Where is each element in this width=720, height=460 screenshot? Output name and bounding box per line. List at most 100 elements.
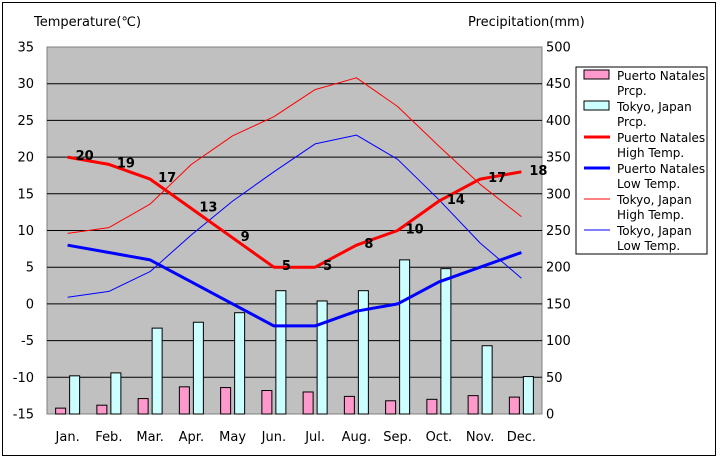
bar-puerto-natales-prcp (302, 391, 314, 415)
bar-puerto-natales-prcp (426, 398, 438, 415)
right-tick-label: 250 (546, 224, 571, 239)
bar-tokyo-prcp (316, 300, 328, 415)
right-tick-label: 350 (546, 151, 571, 166)
bar-puerto-natales-prcp (508, 396, 520, 415)
right-tick-label: 300 (546, 187, 571, 202)
line-puerto-natales-low (67, 243, 522, 328)
axis-ticks: -15 0 -10 50 -5 100 0 150 5 200 10 250 15 300 20 350 25 4… (13, 41, 571, 446)
data-label: 14 (447, 193, 465, 208)
bar-tokyo-prcp (481, 345, 493, 415)
right-tick-label: 500 (546, 41, 571, 56)
x-tick-label: Jan. (55, 430, 80, 445)
x-tick-label: Aug. (342, 430, 372, 445)
data-label: 10 (406, 223, 424, 238)
line-series (67, 77, 522, 328)
x-tick-label: Nov. (466, 430, 495, 445)
left-tick-label: 5 (26, 261, 34, 276)
right-tick-label: 200 (546, 261, 571, 276)
bar-tokyo-prcp (151, 327, 163, 415)
legend-label: Prcp. (617, 115, 647, 129)
left-tick-label: 20 (17, 151, 34, 166)
data-label: 5 (282, 259, 291, 274)
data-label: 17 (158, 171, 176, 186)
left-tick-label: 30 (17, 77, 34, 92)
right-tick-label: 100 (546, 334, 571, 349)
left-tick-label: 10 (17, 224, 34, 239)
bar-tokyo-prcp (69, 375, 81, 415)
bar-tokyo-prcp (275, 290, 287, 415)
bar-puerto-natales-prcp (96, 404, 108, 415)
bar-puerto-natales-prcp (220, 387, 232, 415)
line-puerto-natales-high (67, 155, 522, 269)
data-label: 18 (529, 164, 547, 179)
data-label: 20 (76, 149, 94, 164)
bar-tokyo-prcp (440, 268, 452, 415)
bar-tokyo-prcp (110, 372, 122, 415)
right-tick-label: 50 (546, 371, 563, 386)
line-tokyo-high (67, 77, 522, 234)
right-tick-label: 0 (546, 408, 554, 423)
gridlines (47, 83, 542, 378)
legend-label: Tokyo, Japan (616, 100, 692, 114)
right-tick-label: 450 (546, 77, 571, 92)
x-tick-label: Jul. (304, 430, 325, 445)
bar-puerto-natales-prcp (261, 390, 273, 415)
legend-label: Low Temp. (617, 177, 680, 191)
data-label: 5 (323, 259, 332, 274)
x-tick-label: Dec. (507, 430, 536, 445)
left-axis-title: Temperature(℃) (33, 15, 141, 30)
left-tick-label: 0 (26, 297, 34, 312)
left-tick-label: 35 (17, 41, 34, 56)
x-tick-label: Oct. (426, 430, 453, 445)
legend-label: Puerto Natales (617, 162, 705, 176)
legend-label: Low Temp. (617, 239, 680, 253)
x-tick-label: Sep. (383, 430, 412, 445)
bar-puerto-natales-prcp (467, 395, 479, 415)
x-tick-label: Jun. (261, 430, 286, 445)
legend-box (575, 66, 708, 255)
legend-label: Puerto Natales (617, 69, 705, 83)
bar-puerto-natales-prcp (343, 395, 355, 415)
legend-label: Tokyo, Japan (616, 193, 692, 207)
left-tick-label: 15 (17, 187, 34, 202)
bar-puerto-natales-prcp (137, 398, 149, 415)
x-tick-label: Mar. (136, 430, 163, 445)
x-tick-label: Feb. (95, 430, 122, 445)
bar-tokyo-prcp (522, 376, 534, 415)
bar-tokyo-prcp (357, 290, 369, 415)
data-labels: 20 19 17 13 9 5 5 8 10 14 17 18 (76, 149, 548, 274)
data-label: 8 (364, 237, 373, 252)
x-tick-label: May (219, 430, 246, 445)
legend-swatch (583, 100, 610, 111)
legend-swatch (583, 69, 610, 80)
legend-label: High Temp. (617, 146, 684, 160)
bar-tokyo-prcp (234, 312, 246, 415)
bar-series (55, 259, 534, 415)
bar-tokyo-prcp (192, 321, 204, 415)
legend-label: Prcp. (617, 84, 647, 98)
right-axis-title: Precipitation(mm) (468, 15, 585, 30)
data-label: 19 (117, 156, 135, 171)
right-tick-label: 150 (546, 297, 571, 312)
left-tick-label: -10 (13, 371, 34, 386)
legend-label: High Temp. (617, 208, 684, 222)
bar-puerto-natales-prcp (385, 400, 397, 415)
right-tick-label: 400 (546, 114, 571, 129)
bar-tokyo-prcp (399, 259, 411, 415)
left-tick-label: 25 (17, 114, 34, 129)
legend-label: Puerto Natales (617, 131, 705, 145)
data-label: 9 (241, 230, 250, 245)
x-tick-label: Apr. (179, 430, 204, 445)
bar-puerto-natales-prcp (55, 407, 67, 415)
data-label: 13 (199, 200, 217, 215)
left-tick-label: -15 (13, 408, 34, 423)
data-label: 17 (488, 171, 506, 186)
line-tokyo-low (67, 134, 522, 298)
